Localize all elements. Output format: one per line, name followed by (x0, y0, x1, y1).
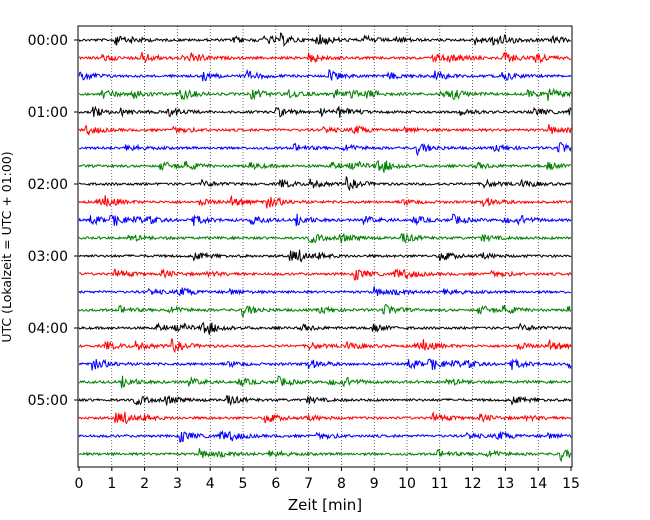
trace-line (78, 375, 572, 389)
trace-line (78, 124, 572, 136)
y-tick-label: 01:00 (28, 105, 68, 121)
trace-line (78, 304, 572, 319)
trace-line (78, 87, 572, 101)
x-tick-label: 9 (370, 476, 379, 492)
x-tick-label: 8 (337, 476, 346, 492)
x-tick-label: 0 (75, 476, 84, 492)
y-tick-label: 04:00 (28, 321, 68, 337)
trace-line (78, 249, 572, 263)
x-tick-label: 1 (107, 476, 116, 492)
y-axis-ticks: 00:00 01:00 02:00 03:00 04:00 05:00 (28, 33, 78, 409)
trace-line (78, 448, 572, 463)
plot-frame (77, 25, 573, 468)
trace-line (78, 142, 572, 157)
trace-line (78, 321, 572, 335)
y-tick-label: 00:00 (28, 33, 68, 49)
x-tick-label: 13 (496, 476, 514, 492)
trace-line (78, 268, 572, 281)
trace-line (78, 395, 572, 407)
x-tick-label: 6 (271, 476, 280, 492)
trace-line (78, 233, 572, 245)
trace-line (78, 159, 572, 173)
y-axis-label: UTC (Lokalzeit = UTC + 01:00) (0, 151, 14, 342)
x-tick-label: 2 (140, 476, 149, 492)
x-tick-label: 15 (562, 476, 580, 492)
x-tick-label: 11 (431, 476, 449, 492)
trace-line (78, 105, 572, 118)
x-tick-label: 10 (398, 476, 416, 492)
x-axis-ticks: 0 1 2 3 4 5 6 7 8 9 10 11 12 13 14 15 (75, 467, 580, 492)
trace-line (78, 176, 572, 192)
x-tick-label: 14 (529, 476, 547, 492)
trace-line (78, 213, 572, 227)
trace-line (78, 410, 572, 425)
y-tick-label: 03:00 (28, 249, 68, 265)
x-tick-label: 7 (304, 476, 313, 492)
seismic-traces (78, 32, 572, 463)
trace-line (78, 51, 572, 65)
trace-line (78, 429, 572, 443)
x-tick-label: 5 (239, 476, 248, 492)
y-tick-label: 02:00 (28, 177, 68, 193)
trace-line (78, 338, 572, 354)
trace-line (78, 286, 572, 297)
x-axis-label: Zeit [min] (288, 496, 362, 514)
x-tick-label: 3 (173, 476, 182, 492)
trace-line (78, 358, 572, 371)
x-tick-label: 4 (206, 476, 215, 492)
x-tick-label: 12 (464, 476, 482, 492)
trace-line (78, 195, 572, 209)
trace-line (78, 32, 572, 47)
trace-line (78, 68, 572, 82)
y-tick-label: 05:00 (28, 393, 68, 409)
